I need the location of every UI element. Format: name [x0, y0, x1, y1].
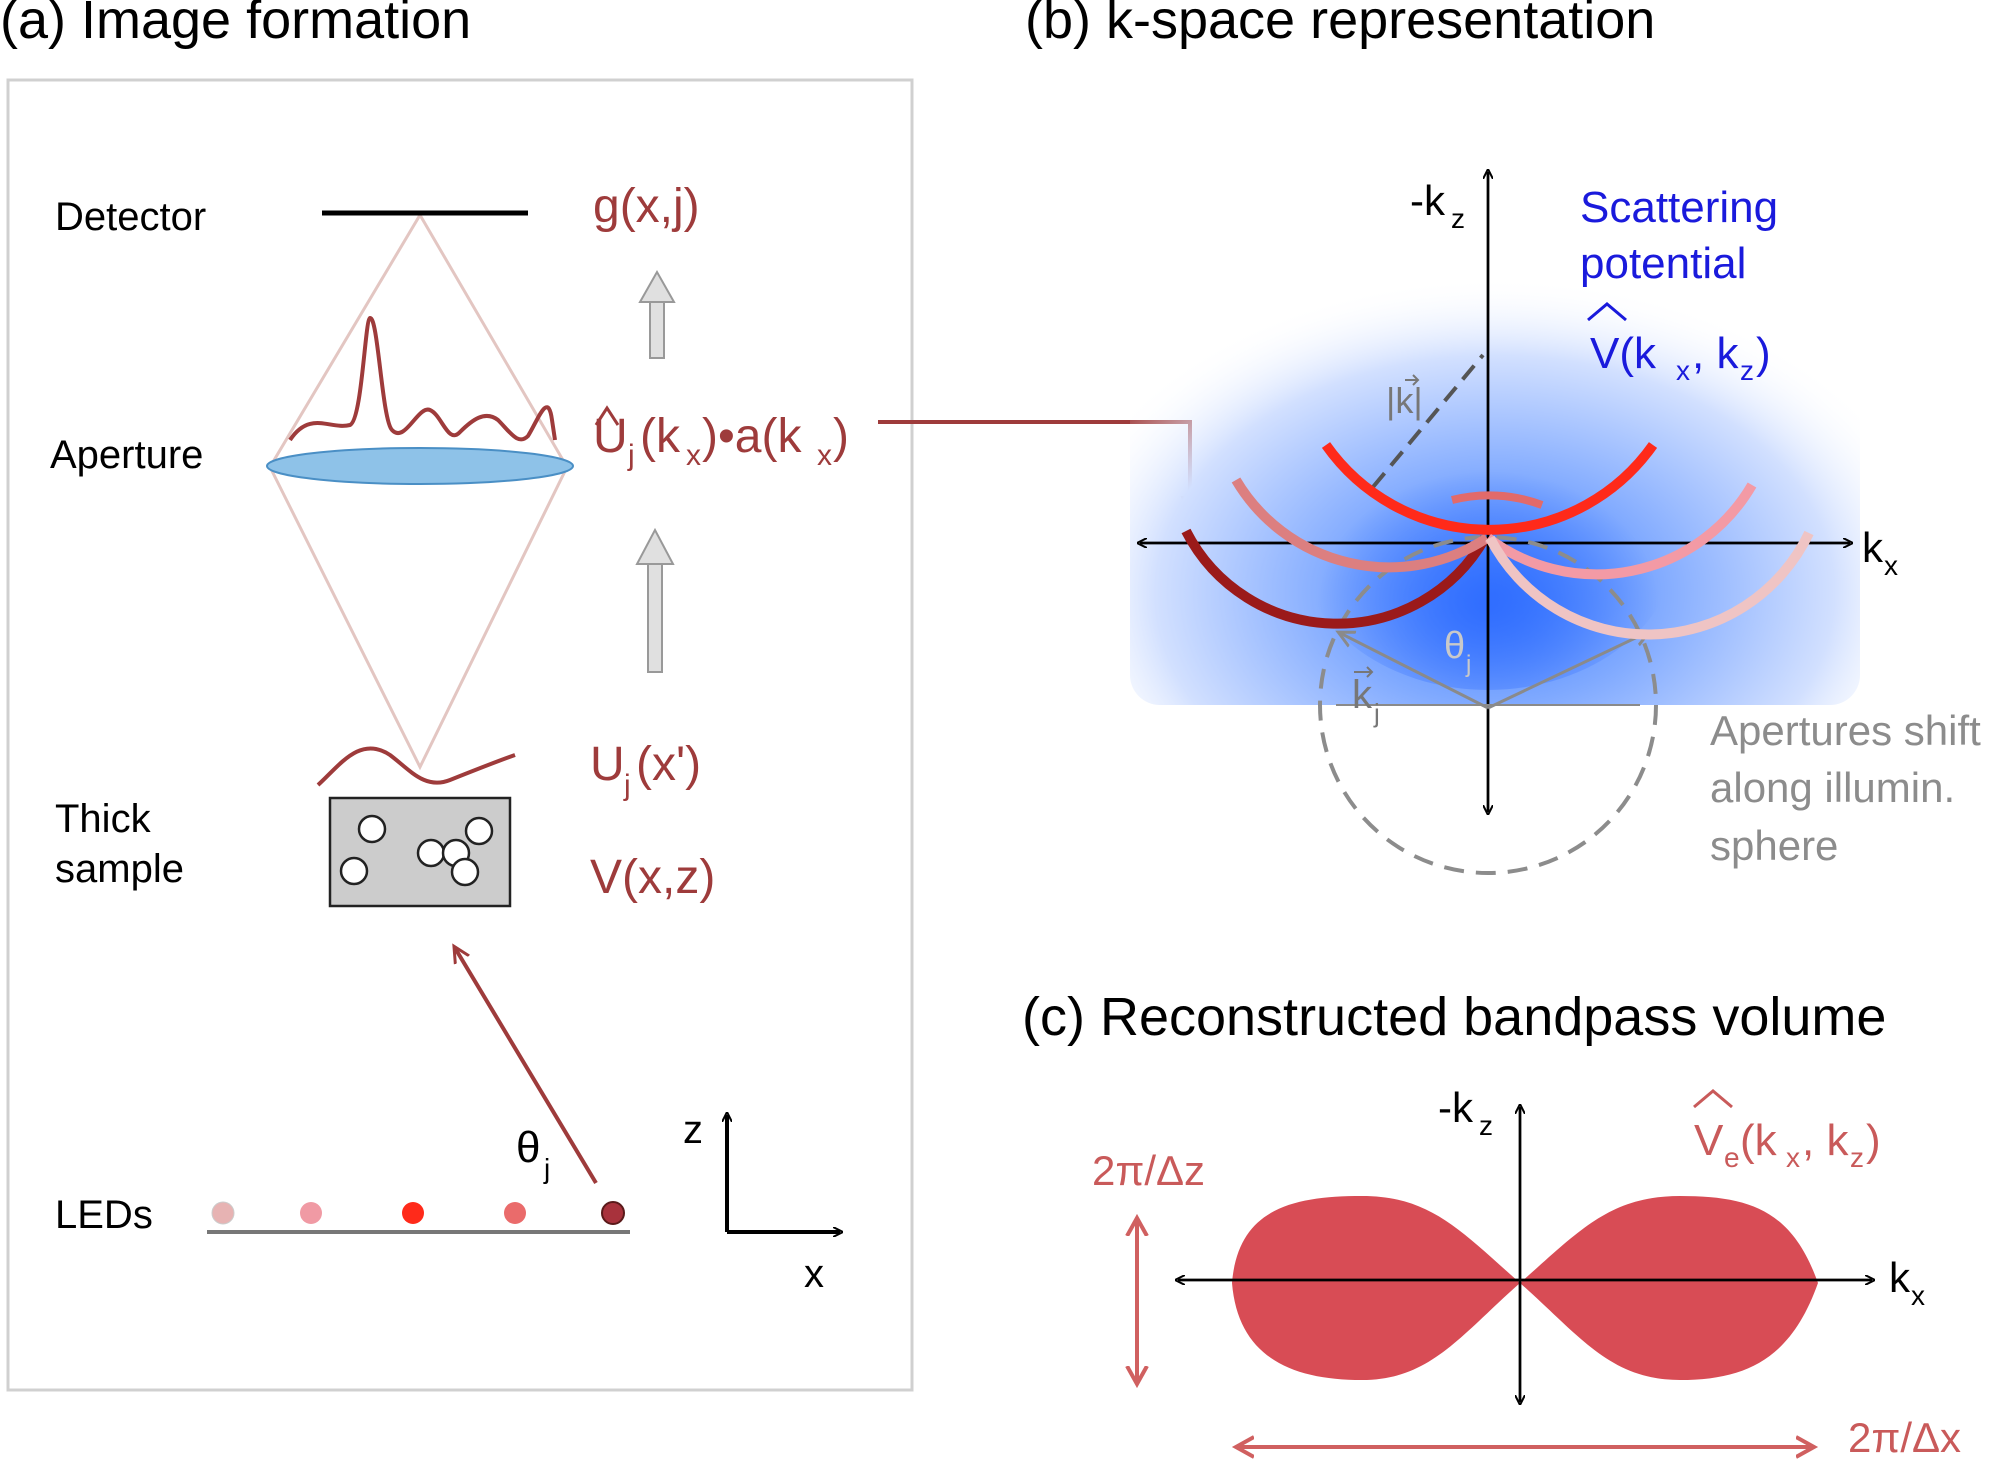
- v-hat-label: V(k x , k z ): [1587, 302, 1771, 386]
- z-axis-label: z: [683, 1108, 703, 1152]
- panel-a-frame: [6, 78, 914, 1392]
- panel-b-title: (b) k-space representation: [1025, 0, 1655, 50]
- v-hat-text-3: ): [1756, 329, 1771, 378]
- up-arrow-bottom: [635, 527, 675, 673]
- aperture-arc-3: [1321, 442, 1658, 535]
- detector-label: Detector: [55, 195, 206, 239]
- note-line-3: sphere: [1710, 822, 1838, 869]
- v-hat-text-1: V(k: [1590, 329, 1657, 378]
- ux-arg: (x'): [636, 738, 701, 791]
- u-symbol: U: [593, 410, 628, 463]
- b-theta-sub: j: [1465, 651, 1471, 678]
- illumination-arrow: [455, 948, 598, 1185]
- b-kz-text: -k: [1410, 177, 1446, 224]
- panel-a-title: (a) Image formation: [0, 0, 471, 50]
- theta-subscript: j: [543, 1153, 550, 1184]
- sample-field-wave: [316, 746, 516, 787]
- led-5: [601, 1201, 625, 1225]
- bandpass-lobe-right: [1520, 1196, 1818, 1380]
- aperture-label: Aperture: [50, 433, 203, 477]
- v-hat-sub-x: x: [1676, 355, 1690, 386]
- b-kz-sub: z: [1451, 203, 1465, 234]
- led-1: [211, 1201, 235, 1225]
- b-kx-label: k x: [1862, 524, 1898, 581]
- b-theta-label: θ j: [1444, 625, 1471, 678]
- aperture-arc-crossing: [1451, 491, 1544, 509]
- panel-a: (a) Image formation Detector Aperture Th…: [0, 0, 1190, 1392]
- illumination-sphere: [1318, 535, 1658, 875]
- ve-close: ): [1866, 1116, 1881, 1165]
- a-arg-sub: x: [817, 439, 832, 472]
- b-kx-text: k: [1862, 524, 1884, 571]
- k-magnitude-line: [1371, 353, 1485, 489]
- kj-vector-right: [1487, 632, 1648, 710]
- sample-label: sample: [55, 847, 184, 891]
- ve-arg-2: , k: [1802, 1116, 1849, 1165]
- u-arg-sub: x: [686, 439, 701, 472]
- ve-sub-x: x: [1786, 1142, 1800, 1173]
- x-axis-label: x: [804, 1252, 824, 1296]
- ux-symbol: U: [590, 738, 625, 791]
- c-kz-text: -k: [1438, 1084, 1474, 1131]
- c-kx-label: k x: [1889, 1254, 1925, 1311]
- v-label: V(x,z): [590, 851, 715, 904]
- bandpass-lobe-left: [1232, 1196, 1520, 1380]
- note-line-1: Apertures shift: [1710, 707, 1981, 754]
- scattering-text-1: Scattering: [1580, 183, 1778, 232]
- thick-label: Thick: [55, 797, 152, 841]
- panel-b: (b) k-space representation -k z k x Scat…: [1025, 0, 1981, 875]
- v-hat-sub-z: z: [1740, 355, 1754, 386]
- aperture-arc-4: [1484, 482, 1757, 580]
- theta-symbol: θ: [516, 1123, 540, 1172]
- c-kz-label: -k z: [1438, 1084, 1493, 1141]
- ve-sub-e: e: [1724, 1142, 1740, 1173]
- light-path: [268, 212, 569, 771]
- spectrum-wave: [288, 315, 557, 442]
- led-3: [402, 1202, 424, 1224]
- c-kx-sub: x: [1911, 1280, 1925, 1311]
- ve-arg-1: (k: [1740, 1116, 1778, 1165]
- dz-label: 2π/Δz: [1092, 1147, 1205, 1194]
- g-label: g(x,j): [593, 180, 700, 233]
- aperture-lens: [266, 447, 574, 485]
- note-line-2: along illumin.: [1710, 764, 1955, 811]
- k-magnitude-label: |k|: [1386, 380, 1423, 421]
- u-dot-a: )•a(k: [702, 410, 802, 463]
- u-subscript: j: [627, 439, 635, 472]
- kj-label: k j: [1352, 666, 1380, 728]
- b-kx-sub: x: [1884, 550, 1898, 581]
- led-4: [504, 1202, 526, 1224]
- sample-scatterers: [339, 814, 494, 887]
- panel-c: (c) Reconstructed bandpass volume -k z k…: [1022, 987, 1961, 1461]
- u-hat-label: U j (k x )•a(k x ): [593, 405, 849, 472]
- v-hat-text-2: , k: [1692, 329, 1739, 378]
- scattering-text-2: potential: [1580, 239, 1746, 288]
- c-kx-text: k: [1889, 1254, 1911, 1301]
- b-theta-text: θ: [1444, 625, 1465, 667]
- ve-v: V: [1694, 1116, 1724, 1165]
- theta-label: θ j: [516, 1123, 550, 1184]
- aperture-arc-1: [1181, 528, 1490, 629]
- aperture-arc-2: [1231, 477, 1490, 573]
- led-2: [300, 1202, 322, 1224]
- kj-text: k: [1352, 673, 1373, 717]
- a-close: ): [833, 410, 849, 463]
- ve-hat-label: V e (k x , k z ): [1693, 1089, 1881, 1173]
- k-magnitude-vector-mark: [1405, 374, 1420, 386]
- u-arg-open: (k: [640, 410, 681, 463]
- leds-label: LEDs: [55, 1193, 153, 1237]
- c-kz-sub: z: [1479, 1110, 1493, 1141]
- ve-sub-z: z: [1850, 1142, 1864, 1173]
- kj-vector-left: [1340, 633, 1489, 710]
- up-arrow-top: [638, 269, 676, 359]
- dx-label: 2π/Δx: [1848, 1414, 1961, 1461]
- ux-subscript: j: [623, 769, 631, 802]
- ux-label: U j (x'): [590, 738, 701, 802]
- b-kz-label: -k z: [1410, 177, 1465, 234]
- aperture-arc-5: [1485, 530, 1814, 640]
- panel-c-title: (c) Reconstructed bandpass volume: [1022, 987, 1886, 1047]
- kj-sub: j: [1373, 698, 1380, 728]
